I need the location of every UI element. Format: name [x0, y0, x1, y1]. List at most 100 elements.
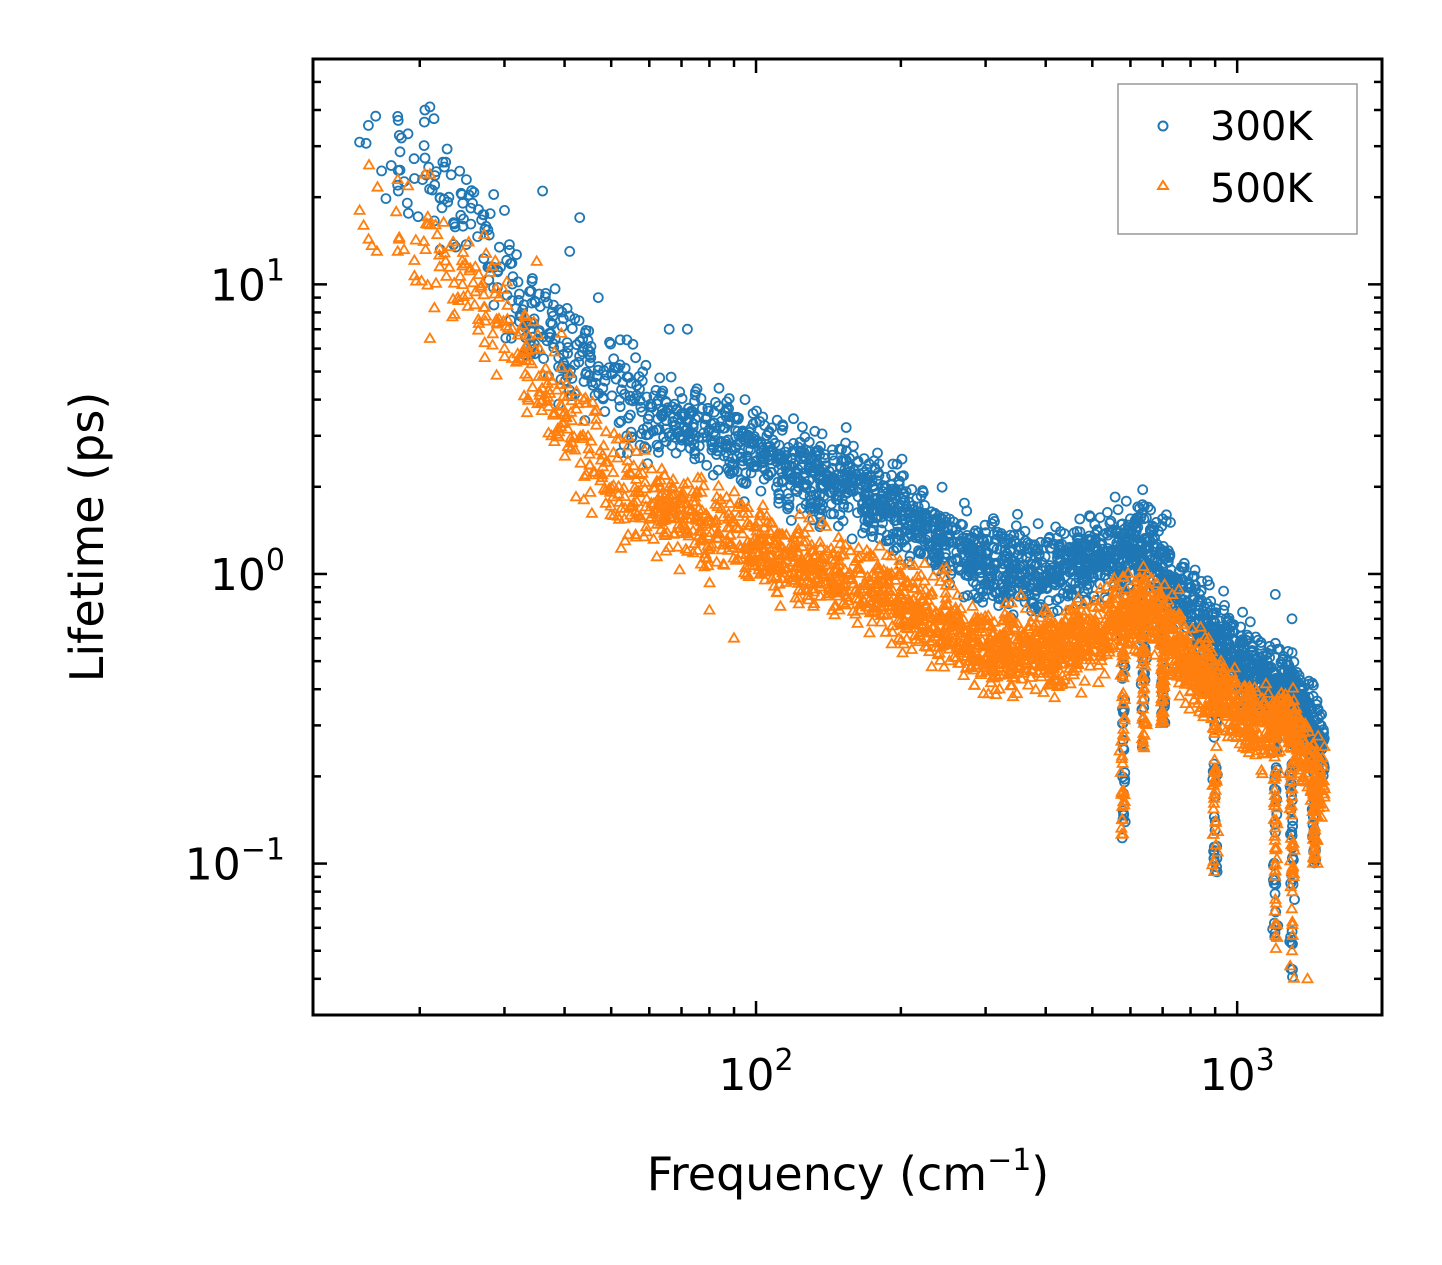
point-500K — [956, 642, 970, 654]
point-300K — [1214, 644, 1226, 656]
point-300K — [1112, 504, 1124, 516]
point-300K — [657, 385, 669, 397]
point-300K — [505, 258, 516, 270]
point-500K — [1295, 715, 1309, 727]
point-500K — [1216, 664, 1230, 676]
point-300K — [402, 207, 414, 219]
point-500K — [907, 581, 921, 593]
point-300K — [393, 129, 405, 141]
point-300K — [726, 452, 738, 464]
point-500K — [704, 525, 719, 537]
point-500K — [629, 527, 643, 540]
point-500K — [1136, 559, 1150, 571]
point-500K — [362, 232, 376, 244]
point-500K — [907, 558, 921, 570]
point-500K — [1058, 613, 1072, 625]
point-500K — [989, 687, 1003, 700]
point-500K — [897, 585, 911, 597]
point-500K — [820, 544, 834, 556]
point-300K — [771, 414, 783, 426]
point-500K — [1006, 689, 1020, 702]
point-300K — [895, 509, 907, 521]
point-300K — [512, 276, 524, 288]
point-500K — [585, 506, 599, 518]
point-500K — [1091, 608, 1105, 620]
point-300K — [504, 244, 515, 256]
point-500K — [737, 566, 751, 578]
point-300K — [1085, 553, 1097, 564]
point-300K — [1024, 579, 1036, 591]
point-500K — [793, 507, 807, 519]
point-300K — [828, 508, 840, 520]
point-300K — [562, 347, 573, 359]
point-300K — [826, 444, 838, 456]
point-300K — [488, 299, 500, 311]
point-300K — [1117, 518, 1128, 530]
point-300K — [1224, 626, 1235, 638]
point-300K — [777, 474, 788, 486]
point-500K — [740, 516, 754, 528]
point-300K — [1111, 540, 1123, 551]
point-500K — [535, 403, 549, 416]
point-500K — [918, 556, 932, 568]
point-300K — [1102, 507, 1113, 518]
point-500K — [623, 465, 637, 478]
point-300K — [578, 376, 590, 387]
point-300K — [893, 527, 905, 538]
point-300K — [1040, 575, 1052, 587]
point-500K — [563, 366, 577, 379]
point-500K — [445, 310, 459, 322]
point-300K — [1271, 680, 1283, 692]
point-500K — [392, 232, 406, 244]
point-300K — [1139, 542, 1151, 554]
point-300K — [676, 393, 688, 404]
point-500K — [486, 327, 500, 339]
point-300K — [1275, 656, 1287, 668]
point-300K — [1035, 581, 1047, 593]
point-300K — [737, 426, 749, 438]
point-500K — [589, 418, 603, 430]
point-300K — [527, 273, 538, 284]
point-500K — [490, 368, 504, 380]
point-300K — [756, 438, 767, 450]
point-500K — [569, 402, 583, 414]
point-300K — [702, 402, 714, 414]
point-500K — [797, 535, 811, 547]
point-500K — [792, 597, 806, 609]
point-500K — [1032, 647, 1046, 660]
point-500K — [1317, 800, 1331, 812]
point-300K — [558, 313, 569, 325]
point-300K — [828, 478, 840, 489]
point-300K — [1075, 554, 1087, 565]
point-300K — [737, 455, 749, 467]
point-300K — [1083, 578, 1095, 590]
point-500K — [472, 267, 486, 280]
point-300K — [660, 423, 672, 435]
point-300K — [748, 461, 759, 473]
point-500K — [618, 534, 632, 546]
point-500K — [1121, 566, 1135, 578]
point-300K — [574, 336, 586, 347]
point-500K — [577, 469, 591, 481]
point-300K — [540, 287, 552, 299]
point-300K — [506, 278, 518, 290]
point-500K — [555, 360, 569, 373]
point-500K — [741, 500, 755, 513]
point-500K — [1048, 690, 1062, 703]
point-300K — [631, 380, 643, 391]
point-500K — [501, 298, 515, 310]
point-300K — [1025, 564, 1037, 575]
point-500K — [697, 479, 711, 491]
point-500K — [773, 599, 787, 611]
point-300K — [914, 532, 925, 544]
point-500K — [556, 416, 570, 429]
point-500K — [771, 559, 785, 571]
point-500K — [583, 458, 597, 470]
data-points-layer — [353, 101, 1332, 984]
point-300K — [999, 585, 1011, 597]
point-500K — [654, 523, 668, 535]
point-300K — [756, 445, 767, 457]
point-300K — [962, 559, 974, 571]
point-500K — [733, 538, 747, 550]
